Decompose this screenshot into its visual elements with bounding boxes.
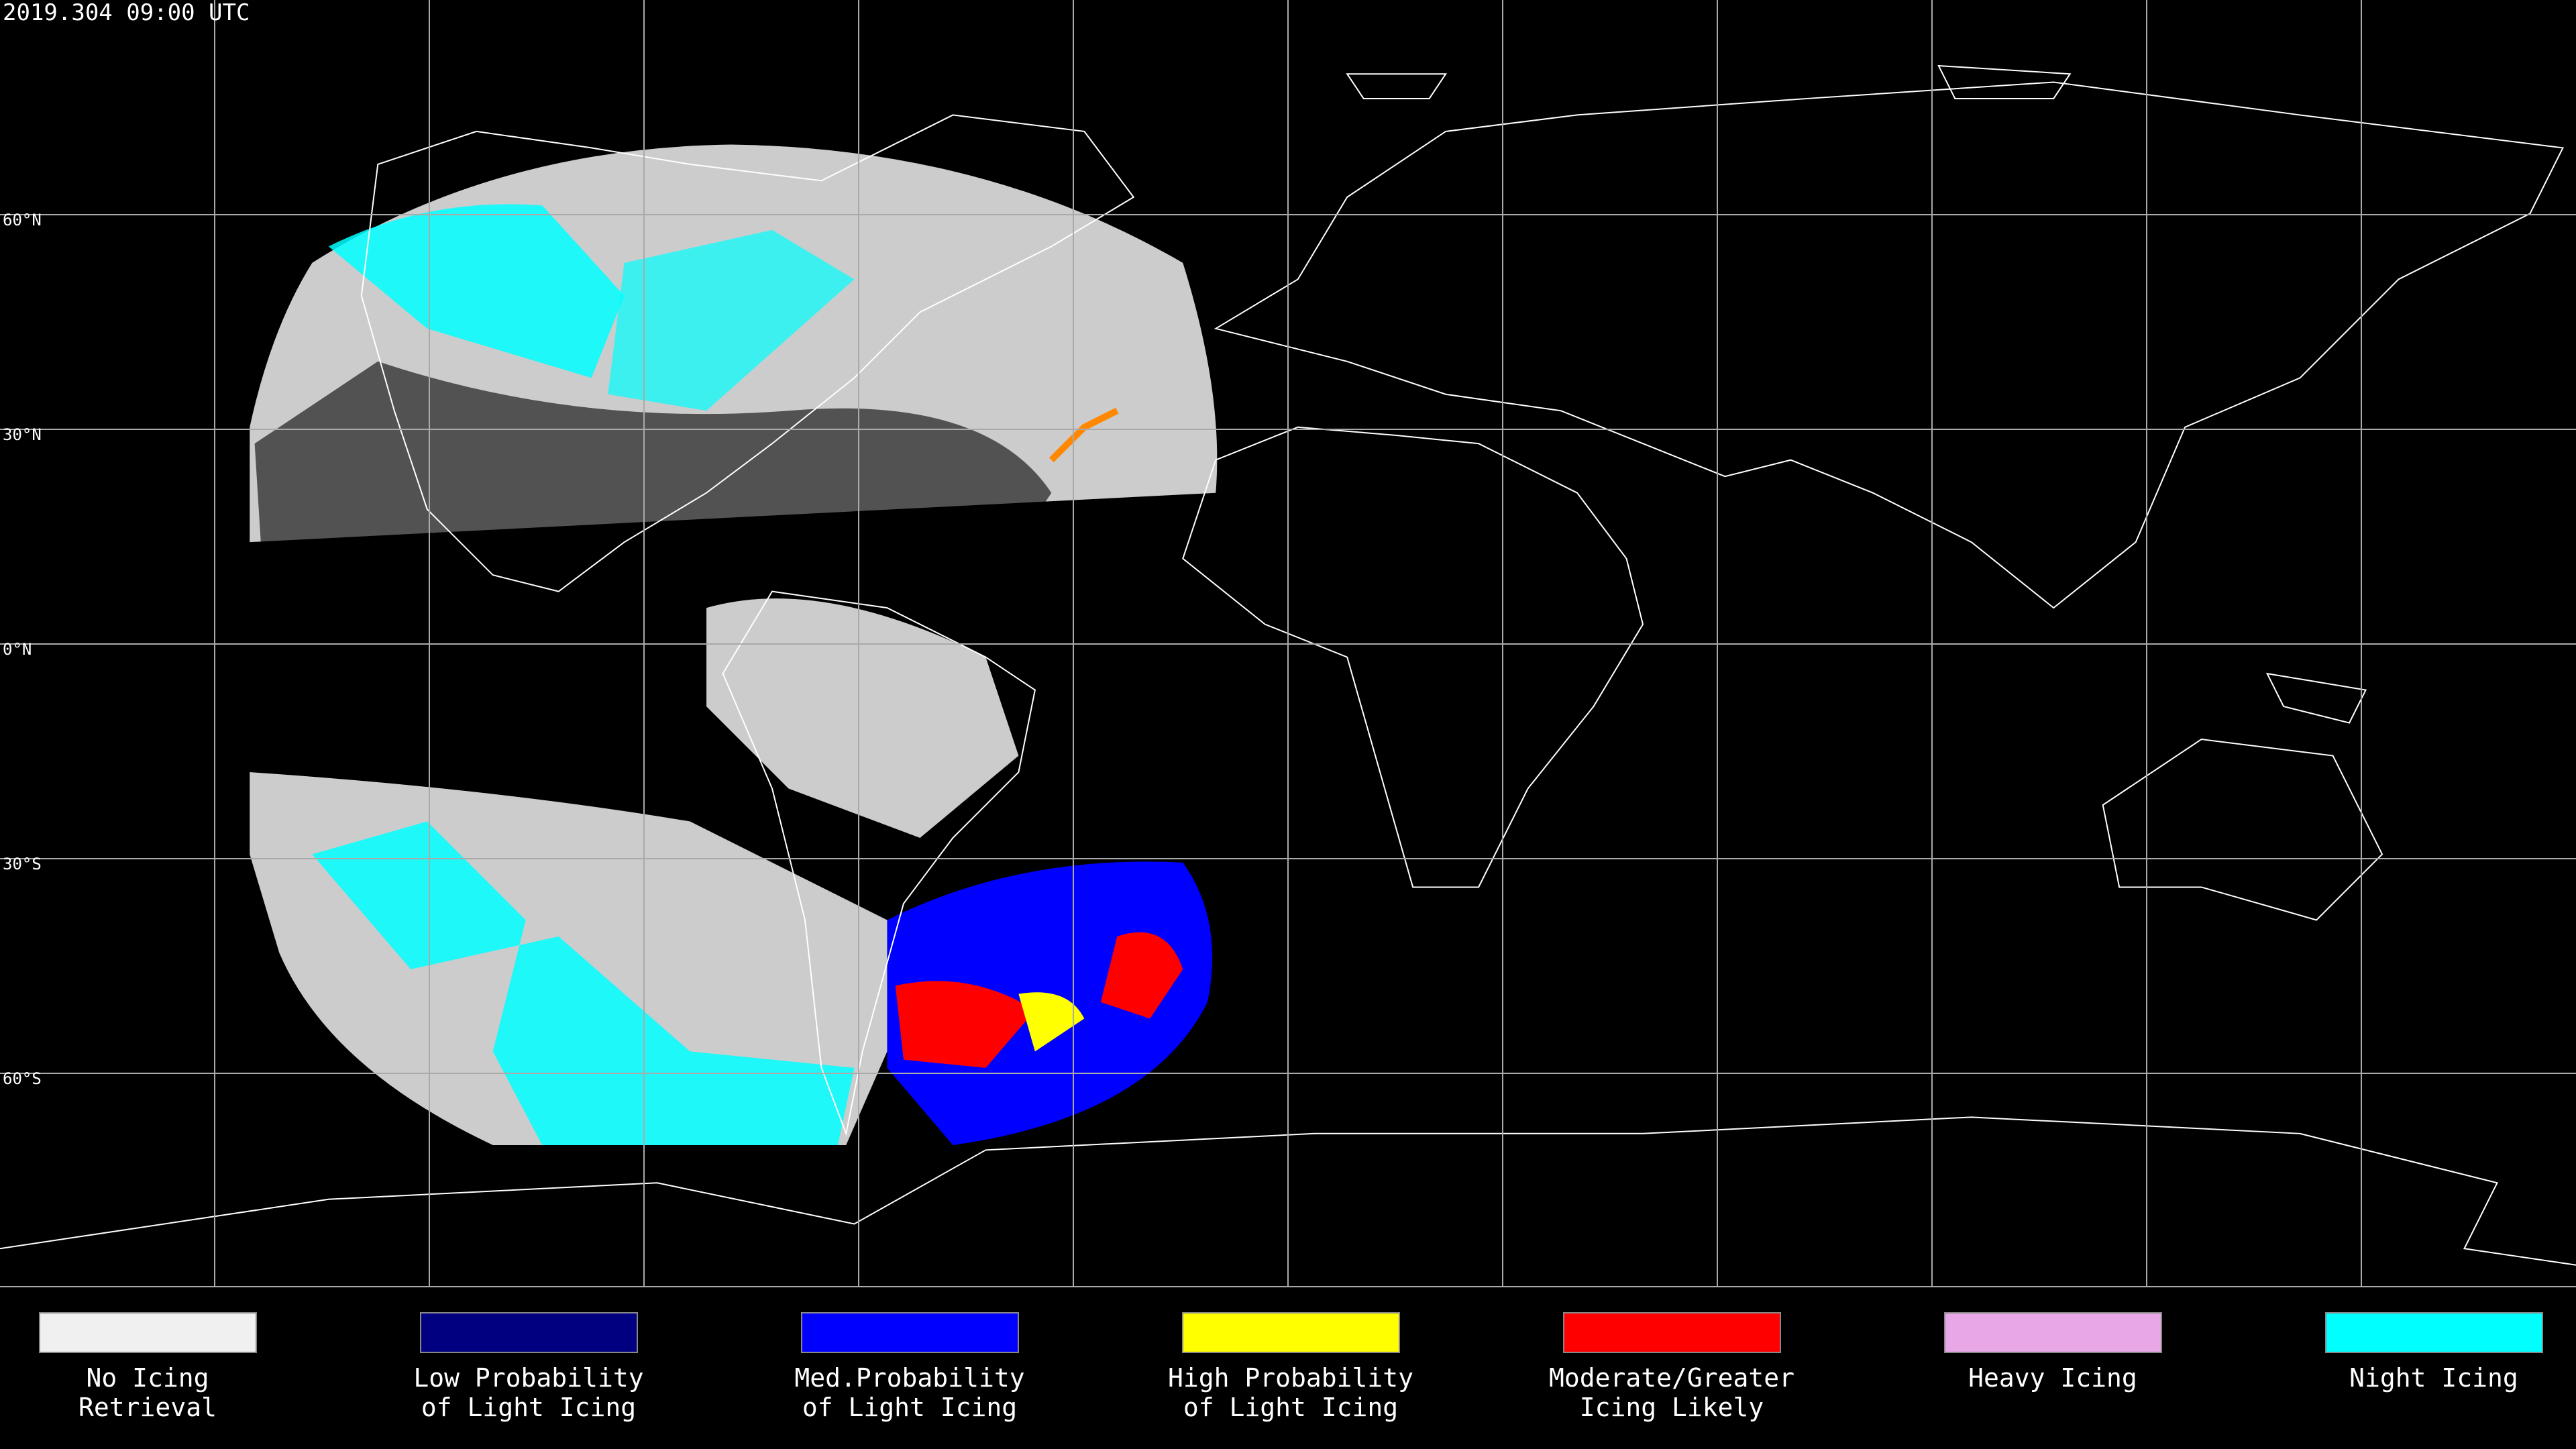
legend-label: of Light Icing xyxy=(421,1393,636,1422)
moderate-icing-area xyxy=(1100,932,1183,1019)
night-icing-area xyxy=(312,821,855,1145)
latitude-label: 60°N xyxy=(3,211,42,229)
latitude-label: 60°S xyxy=(3,1069,42,1088)
legend-label: of Light Icing xyxy=(802,1393,1017,1422)
legend-swatch xyxy=(1563,1312,1781,1353)
legend-swatch xyxy=(420,1312,638,1353)
night-icing-area xyxy=(328,204,625,378)
legend-label: Low Probability xyxy=(413,1363,643,1393)
legend-label: Moderate/Greater xyxy=(1549,1363,1794,1393)
legend-swatch xyxy=(1944,1312,2162,1353)
legend-label: No Icing xyxy=(86,1363,209,1393)
legend-swatch xyxy=(39,1312,257,1353)
coastline xyxy=(362,115,1134,591)
latitude-label: 30°S xyxy=(3,855,42,873)
high-icing-area xyxy=(1018,992,1085,1052)
legend-swatch xyxy=(801,1312,1019,1353)
graticule xyxy=(0,0,2576,1287)
latitude-label: 0°N xyxy=(3,640,32,659)
coastline xyxy=(1183,427,1643,888)
latitude-labels: 60°N 30°N 0°N 30°S 60°S xyxy=(3,211,42,1088)
latitude-label: 30°N xyxy=(3,425,42,444)
tropical-coverage xyxy=(706,598,1019,838)
night-icing-area xyxy=(608,229,855,411)
coastline xyxy=(2103,739,2382,920)
clear-area xyxy=(254,361,1052,592)
legend-label: Night Icing xyxy=(2349,1363,2518,1393)
legend-label: Retrieval xyxy=(78,1393,217,1422)
legend-label: High Probability xyxy=(1168,1363,1413,1393)
legend-label: Icing Likely xyxy=(1580,1393,1764,1422)
legend-swatch xyxy=(2325,1312,2543,1353)
icing-streak xyxy=(1049,407,1119,463)
legend-label: of Light Icing xyxy=(1183,1393,1398,1422)
imagery xyxy=(0,66,2576,1265)
coastline xyxy=(0,1117,2576,1265)
moderate-icing-area xyxy=(895,981,1035,1068)
timestamp: 2019.304 09:00 UTC xyxy=(3,0,250,26)
legend-swatch xyxy=(1182,1312,1400,1353)
coastline xyxy=(723,592,1035,1134)
legend-label: Med.Probability xyxy=(794,1363,1024,1393)
legend-label: Heavy Icing xyxy=(1968,1363,2137,1393)
coastline xyxy=(1216,82,2563,608)
coastline xyxy=(1347,66,2365,723)
